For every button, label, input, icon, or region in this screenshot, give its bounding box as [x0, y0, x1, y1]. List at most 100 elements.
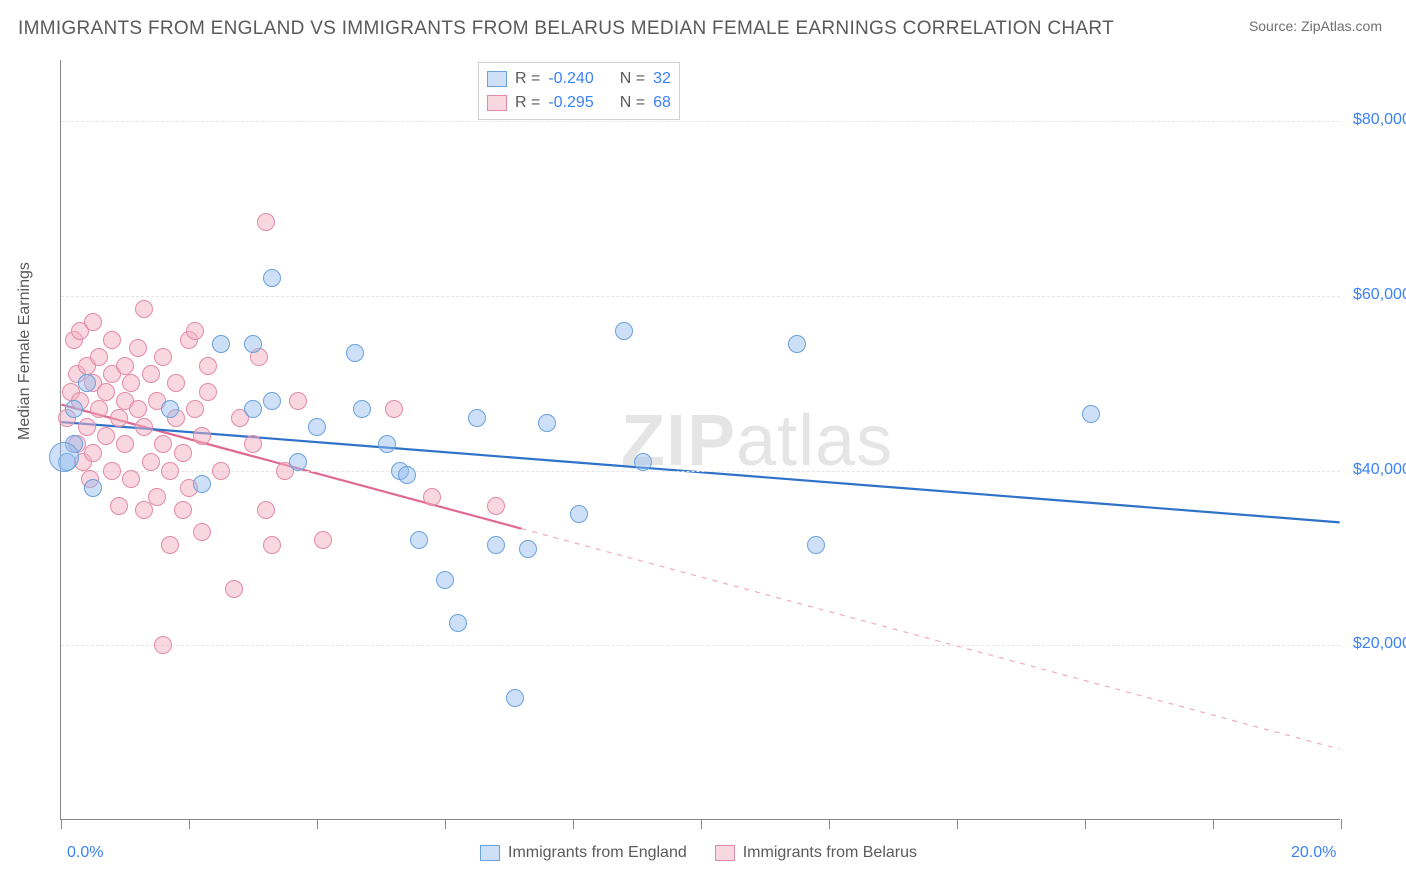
stats-row-england: R = -0.240 N = 32 [487, 67, 671, 91]
data-point-england [84, 479, 102, 497]
data-point-belarus [148, 488, 166, 506]
swatch-england [487, 71, 507, 87]
data-point-england [519, 540, 537, 558]
gridline-h [61, 645, 1340, 646]
y-axis-label: Median Female Earnings [16, 262, 34, 440]
data-point-england [308, 418, 326, 436]
n-value-belarus: 68 [653, 94, 671, 112]
legend-label-belarus: Immigrants from Belarus [743, 844, 917, 862]
x-tick-mark [1341, 819, 1342, 829]
data-point-belarus [257, 501, 275, 519]
swatch-england-icon [480, 845, 500, 861]
data-point-belarus [385, 400, 403, 418]
data-point-belarus [84, 444, 102, 462]
data-point-england [634, 453, 652, 471]
data-point-belarus [90, 400, 108, 418]
data-point-belarus [174, 501, 192, 519]
x-tick-mark [61, 819, 62, 829]
data-point-england [468, 409, 486, 427]
data-point-england [487, 536, 505, 554]
plot-area: ZIPatlas $20,000$40,000$60,000$80,0000.0… [60, 60, 1340, 820]
n-label: N = [620, 70, 645, 88]
data-point-belarus [186, 400, 204, 418]
data-point-belarus [135, 300, 153, 318]
data-point-england [398, 466, 416, 484]
data-point-belarus [193, 427, 211, 445]
data-point-belarus [314, 531, 332, 549]
data-point-england [212, 335, 230, 353]
data-point-belarus [257, 213, 275, 231]
data-point-england [570, 505, 588, 523]
data-point-belarus [116, 435, 134, 453]
r-value-england: -0.240 [548, 70, 593, 88]
data-point-belarus [186, 322, 204, 340]
data-point-england-large [49, 442, 79, 472]
data-point-belarus [103, 462, 121, 480]
n-label: N = [620, 94, 645, 112]
r-label: R = [515, 94, 540, 112]
data-point-belarus [84, 313, 102, 331]
data-point-england [65, 400, 83, 418]
data-point-england [538, 414, 556, 432]
x-tick-mark [189, 819, 190, 829]
r-value-belarus: -0.295 [548, 94, 593, 112]
x-tick-mark [573, 819, 574, 829]
data-point-belarus [225, 580, 243, 598]
x-tick-mark [445, 819, 446, 829]
source-name: ZipAtlas.com [1301, 18, 1382, 34]
x-tick-mark [829, 819, 830, 829]
series-legend: Immigrants from England Immigrants from … [480, 844, 917, 862]
data-point-belarus [154, 348, 172, 366]
data-point-belarus [161, 536, 179, 554]
data-point-belarus [212, 462, 230, 480]
x-tick-mark [317, 819, 318, 829]
data-point-belarus [129, 400, 147, 418]
data-point-belarus [122, 374, 140, 392]
data-point-england [244, 400, 262, 418]
data-point-england [346, 344, 364, 362]
data-point-belarus [103, 331, 121, 349]
data-point-belarus [142, 365, 160, 383]
data-point-england [353, 400, 371, 418]
gridline-h [61, 296, 1340, 297]
gridline-h [61, 121, 1340, 122]
data-point-england [449, 614, 467, 632]
legend-item-england: Immigrants from England [480, 844, 687, 862]
data-point-belarus [154, 435, 172, 453]
y-tick-label: $80,000 [1353, 111, 1406, 129]
data-point-belarus [142, 453, 160, 471]
data-point-england [788, 335, 806, 353]
data-point-england [193, 475, 211, 493]
data-point-belarus [97, 383, 115, 401]
swatch-belarus [487, 95, 507, 111]
stats-row-belarus: R = -0.295 N = 68 [487, 91, 671, 115]
legend-label-england: Immigrants from England [508, 844, 687, 862]
y-tick-label: $40,000 [1353, 461, 1406, 479]
data-point-belarus [116, 357, 134, 375]
y-tick-label: $60,000 [1353, 286, 1406, 304]
data-point-belarus [97, 427, 115, 445]
data-point-england [161, 400, 179, 418]
legend-item-belarus: Immigrants from Belarus [715, 844, 917, 862]
r-label: R = [515, 70, 540, 88]
source-prefix: Source: [1249, 18, 1301, 34]
data-point-belarus [167, 374, 185, 392]
x-tick-mark [957, 819, 958, 829]
data-point-england [289, 453, 307, 471]
data-point-england [378, 435, 396, 453]
data-point-belarus [289, 392, 307, 410]
data-point-belarus [161, 462, 179, 480]
data-point-belarus [129, 339, 147, 357]
x-max-label: 20.0% [1291, 844, 1336, 862]
data-point-belarus [199, 383, 217, 401]
data-point-belarus [110, 409, 128, 427]
data-point-belarus [174, 444, 192, 462]
y-tick-label: $20,000 [1353, 635, 1406, 653]
data-point-england [78, 374, 96, 392]
data-point-england [263, 392, 281, 410]
trendline-extrapolated [522, 529, 1340, 750]
x-tick-mark [701, 819, 702, 829]
data-point-england [807, 536, 825, 554]
data-point-belarus [110, 497, 128, 515]
data-point-belarus [154, 636, 172, 654]
